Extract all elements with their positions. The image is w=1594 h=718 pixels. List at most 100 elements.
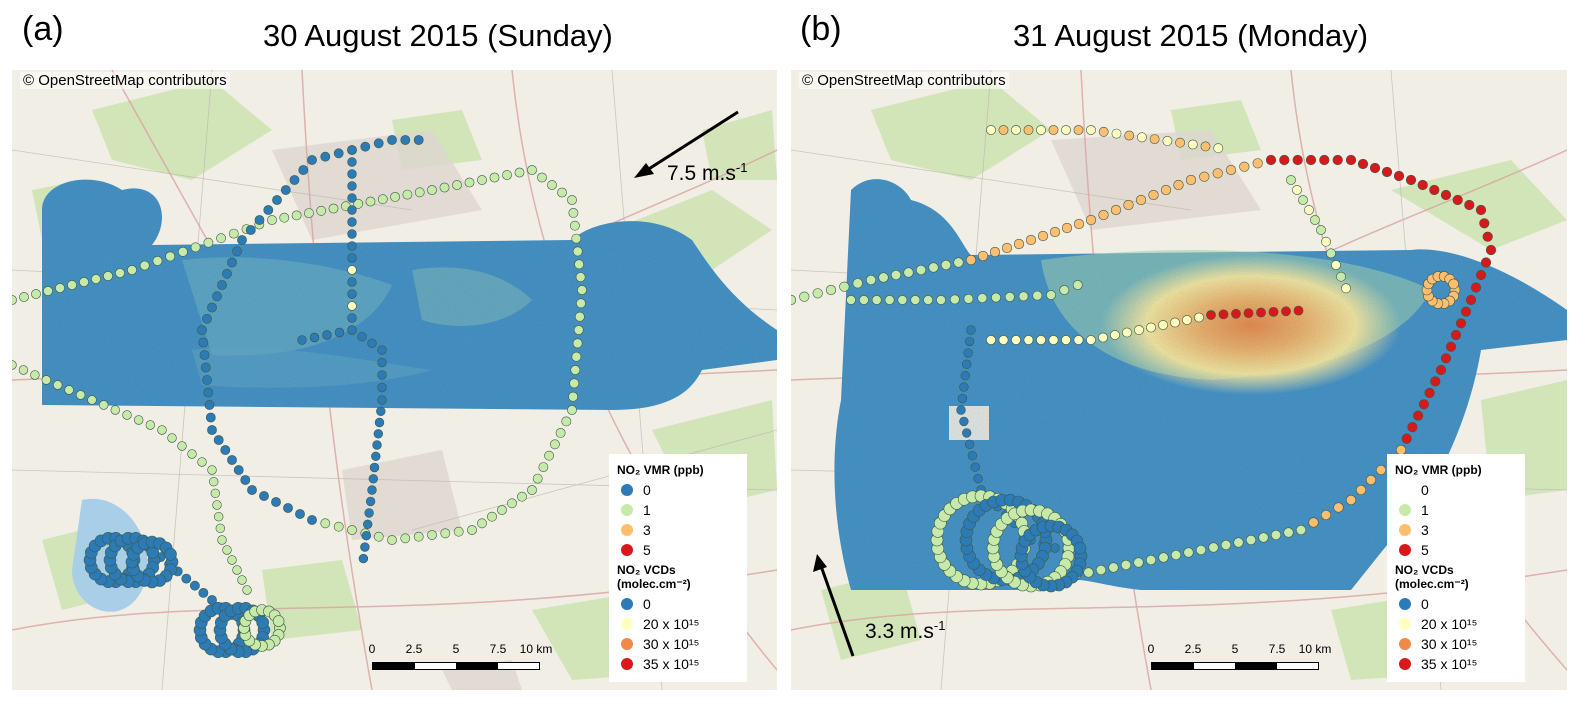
legend-swatch — [1399, 504, 1411, 516]
track-point — [413, 135, 424, 145]
scale-tick: 5 — [1231, 642, 1239, 656]
track-point — [567, 405, 577, 415]
track-point — [228, 228, 239, 239]
track-point — [1148, 189, 1159, 201]
scale-tick: 5 — [452, 642, 460, 656]
track-point — [1023, 125, 1034, 135]
track-point — [572, 246, 583, 257]
track-point — [962, 359, 972, 369]
track-point — [986, 335, 996, 345]
track-point — [1279, 154, 1290, 166]
track-point — [949, 294, 960, 305]
track-point — [1170, 317, 1180, 328]
legend-item: 1 — [617, 500, 739, 520]
track-point — [334, 327, 345, 338]
track-point — [1200, 141, 1211, 152]
track-point — [561, 416, 572, 427]
map-panel-b[interactable]: © OpenStreetMap contributors 3.3 m.s-1 0… — [791, 70, 1567, 690]
track-point — [367, 338, 377, 348]
track-point — [363, 519, 373, 529]
track-point — [52, 380, 63, 390]
track-point — [846, 295, 856, 305]
legend-swatch — [1399, 638, 1411, 650]
track-point — [1355, 484, 1367, 496]
track-point — [964, 439, 975, 449]
track-point — [365, 196, 376, 207]
track-point — [928, 262, 939, 273]
scale-tick: 0 — [1147, 642, 1155, 656]
track-point — [1381, 166, 1393, 178]
track-point — [998, 335, 1009, 345]
track-point — [320, 518, 331, 529]
track-point — [103, 271, 113, 281]
track-point — [1149, 134, 1160, 144]
track-point — [190, 242, 201, 253]
legend-swatch — [621, 484, 633, 496]
track-point — [1025, 234, 1037, 246]
track-point — [989, 246, 1001, 258]
track-point — [1146, 322, 1156, 333]
track-point — [55, 283, 65, 293]
track-point — [1401, 433, 1412, 444]
track-point — [923, 295, 933, 305]
legend-swatch — [621, 524, 633, 536]
track-point — [167, 433, 177, 443]
track-point — [369, 462, 380, 473]
track-point — [977, 250, 989, 262]
track-point — [1316, 225, 1326, 235]
track-point — [1170, 549, 1182, 561]
track-point — [1464, 199, 1475, 211]
track-point — [1061, 125, 1071, 135]
track-point — [187, 449, 197, 459]
track-point — [43, 286, 53, 296]
track-point — [139, 260, 150, 271]
track-point — [1440, 189, 1452, 201]
track-point — [307, 515, 317, 525]
legend-vcd-title: NO₂ VCDs (molec.cm⁻²) — [617, 563, 691, 591]
track-point — [204, 400, 215, 410]
map-attribution: © OpenStreetMap contributors — [799, 72, 1009, 89]
legend-item: 30 x 10¹⁵ — [617, 634, 739, 654]
legend-item: 20 x 10¹⁵ — [617, 614, 739, 634]
track-point — [1405, 174, 1417, 186]
legend-swatch — [1399, 524, 1411, 536]
track-point — [440, 528, 451, 539]
track-point — [207, 302, 217, 313]
track-point — [1213, 143, 1224, 154]
track-point — [1061, 335, 1071, 345]
track-point — [977, 293, 988, 303]
track-point — [489, 172, 500, 183]
track-point — [200, 362, 211, 373]
track-point — [1412, 410, 1424, 421]
track-point — [295, 509, 305, 519]
track-point — [1321, 236, 1331, 247]
track-point — [1046, 290, 1056, 300]
track-point — [1073, 335, 1084, 345]
track-point — [959, 382, 969, 392]
track-point — [514, 167, 525, 178]
track-point — [1429, 184, 1440, 196]
track-point — [347, 205, 357, 215]
track-point — [353, 198, 364, 209]
track-point — [1252, 158, 1263, 169]
track-point — [177, 246, 188, 257]
track-point — [1308, 517, 1319, 528]
track-point — [233, 465, 244, 475]
track-point — [213, 435, 224, 445]
track-point — [538, 462, 549, 472]
track-point — [377, 382, 387, 393]
track-point — [859, 295, 869, 305]
track-point — [1245, 534, 1257, 546]
track-point — [1424, 387, 1435, 399]
scale-bar: 0 2.5 5 7.5 10 km — [368, 642, 552, 682]
scale-bar: 0 2.5 5 7.5 10 km — [1147, 642, 1331, 682]
track-point — [1136, 132, 1147, 143]
track-point — [964, 336, 975, 347]
track-point — [567, 195, 577, 205]
track-point — [576, 298, 586, 309]
track-point — [165, 251, 176, 262]
track-point — [203, 237, 214, 248]
map-panel-a[interactable]: © OpenStreetMap contributors 7.5 m.s-1 0… — [12, 70, 777, 690]
track-point — [227, 555, 237, 565]
track-point — [1365, 474, 1377, 486]
